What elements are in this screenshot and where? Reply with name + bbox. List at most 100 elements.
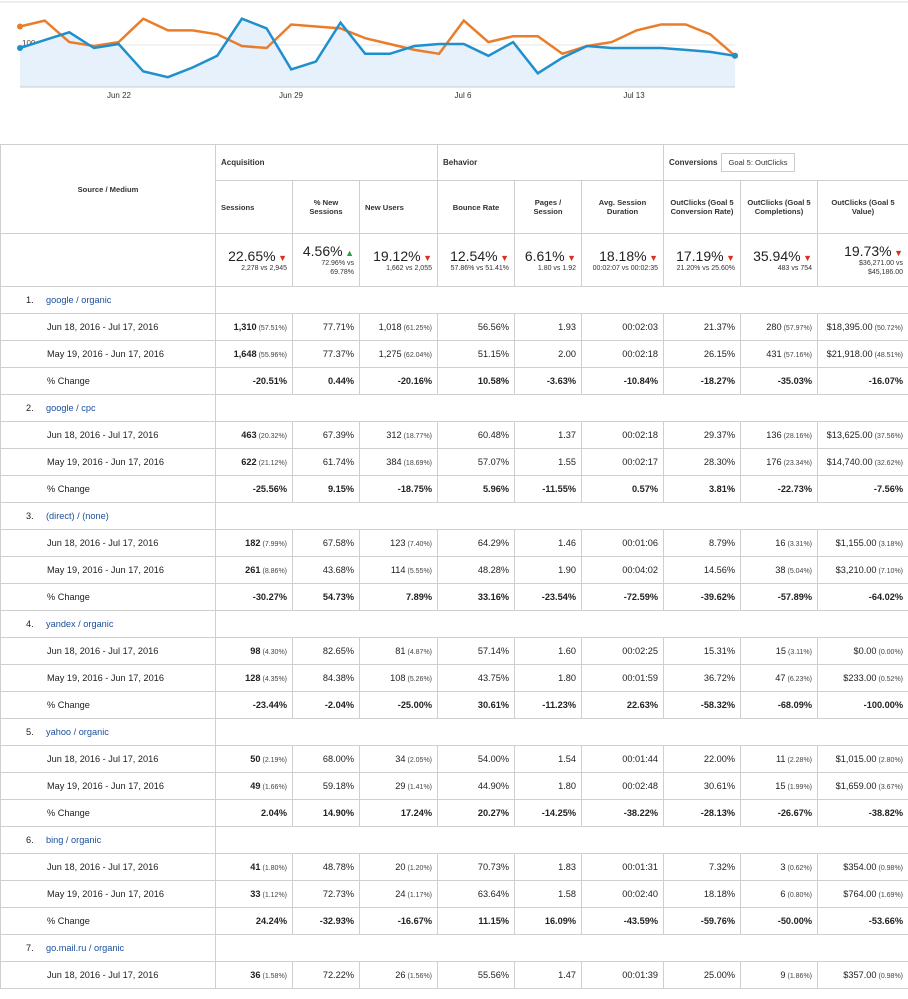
- metric-share: (0.80%): [787, 892, 812, 899]
- metric-value: 7.89%: [405, 592, 432, 602]
- sessions-col-header[interactable]: Sessions: [215, 180, 293, 234]
- total-change-line: 19.12% ▼: [365, 248, 432, 264]
- metric-share: (0.98%): [878, 973, 904, 980]
- metric-share: (28.16%): [783, 433, 812, 440]
- metric-cell: 77.71%: [292, 313, 360, 341]
- metric-cell: 36 (1.58%): [215, 961, 293, 989]
- metric-share: (3.67%): [878, 784, 904, 791]
- metric-share: (5.26%): [407, 676, 432, 683]
- metric-cell: 1.54: [514, 745, 582, 773]
- source-link[interactable]: yahoo / organic: [46, 727, 109, 737]
- source-row-filler: [214, 934, 908, 962]
- metric-value: 1,310: [233, 322, 257, 332]
- source-link[interactable]: google / cpc: [46, 403, 96, 413]
- total-comparison: 1,662 vs 2,055: [386, 264, 432, 272]
- metric-value: 29.37%: [703, 430, 735, 440]
- source-medium-header[interactable]: Source / Medium: [0, 144, 216, 234]
- metric-cell: 24.24%: [215, 907, 293, 935]
- metric-value: -22.73%: [777, 484, 812, 494]
- metric-value: 26: [395, 970, 406, 980]
- source-link[interactable]: (direct) / (none): [46, 511, 109, 521]
- metric-cell: 30.61%: [663, 772, 741, 800]
- metric-share: (32.62%): [874, 460, 904, 467]
- metric-value: 21.37%: [703, 322, 735, 332]
- conversion-rate-col-header[interactable]: OutClicks (Goal 5 Conversion Rate): [663, 180, 741, 234]
- metric-share: (2.05%): [407, 757, 432, 764]
- metric-value: 20: [395, 862, 406, 872]
- total-comparison: $36,271.00 vs $45,186.00: [859, 260, 904, 276]
- source-rank: 4.: [26, 619, 34, 629]
- previous-point[interactable]: [17, 23, 23, 30]
- metric-value: 15: [775, 781, 786, 791]
- metric-cell: $354.00 (0.98%): [816, 853, 908, 881]
- date-range-label: Jun 18, 2016 - Jul 17, 2016: [0, 745, 216, 773]
- metric-value: -20.51%: [252, 376, 287, 386]
- metric-share: (7.40%): [407, 541, 432, 548]
- metric-cell: 54.73%: [292, 583, 360, 611]
- metric-cell: 29 (1.41%): [359, 772, 438, 800]
- y-axis-label: 100: [22, 39, 36, 48]
- completions-col-header[interactable]: OutClicks (Goal 5 Completions): [740, 180, 818, 234]
- metric-cell: 61.74%: [292, 448, 360, 476]
- source-link[interactable]: yandex / organic: [46, 619, 114, 629]
- avg-duration-col-header[interactable]: Avg. Session Duration: [581, 180, 664, 234]
- total-comparison: 1.80 vs 1.92: [537, 264, 576, 272]
- source-link[interactable]: bing / organic: [46, 835, 102, 845]
- metric-cell: 622 (21.12%): [215, 448, 293, 476]
- metric-cell: -2.04%: [292, 691, 360, 719]
- new-users-col-header[interactable]: New Users: [359, 180, 438, 234]
- metric-cell: 1.55: [514, 448, 582, 476]
- metric-value: -25.56%: [252, 484, 287, 494]
- metric-cell: 00:01:39: [581, 961, 664, 989]
- new-sessions-col-header[interactable]: % New Sessions: [292, 180, 360, 234]
- metric-cell: 463 (20.32%): [215, 421, 293, 449]
- metric-value: 123: [390, 538, 406, 548]
- metric-value: 82.65%: [322, 646, 354, 656]
- metric-cell: 9.15%: [292, 475, 360, 503]
- metric-cell: 1.46: [514, 529, 582, 557]
- metric-cell: 3.81%: [663, 475, 741, 503]
- pages-session-col-header[interactable]: Pages / Session: [514, 180, 582, 234]
- value-col-header[interactable]: OutClicks (Goal 5 Value): [816, 180, 908, 234]
- current-point[interactable]: [732, 52, 738, 59]
- source-link[interactable]: go.mail.ru / organic: [46, 943, 125, 953]
- total-cell: 4.56% ▲ 72.96% vs 69.78%: [292, 233, 360, 287]
- arrow-down-icon: ▼: [723, 252, 735, 263]
- metric-value: -3.63%: [546, 376, 576, 386]
- metric-cell: 25.00%: [663, 961, 741, 989]
- metric-value: -23.44%: [252, 700, 287, 710]
- total-cell: 6.61% ▼ 1.80 vs 1.92: [514, 233, 582, 287]
- metric-cell: 5.96%: [437, 475, 515, 503]
- metric-value: 11.15%: [478, 916, 509, 926]
- metric-cell: -18.27%: [663, 367, 741, 395]
- metric-value: 9: [780, 970, 786, 980]
- metric-share: (4.87%): [407, 649, 432, 656]
- source-cell: 5. yahoo / organic: [0, 718, 216, 746]
- metric-value: 00:02:18: [622, 349, 658, 359]
- goal-selector[interactable]: Goal 5: OutClicks: [721, 153, 795, 172]
- metric-cell: 38 (5.04%): [740, 556, 818, 584]
- date-range-label: May 19, 2016 - Jun 17, 2016: [0, 556, 216, 584]
- metric-value: $354.00: [843, 862, 877, 872]
- metric-cell: 26.15%: [663, 340, 741, 368]
- metric-cell: 20.27%: [437, 799, 515, 827]
- source-row-filler: [214, 826, 908, 854]
- metric-value: $21,918.00: [826, 349, 873, 359]
- metric-value: -32.93%: [319, 916, 354, 926]
- metric-value: 24.24%: [255, 916, 287, 926]
- metric-cell: 51.15%: [437, 340, 515, 368]
- bounce-rate-col-header[interactable]: Bounce Rate: [437, 180, 515, 234]
- current-point[interactable]: [17, 44, 23, 51]
- current-area-fill: [20, 18, 735, 88]
- metric-value: 00:01:44: [622, 754, 658, 764]
- metric-value: -28.13%: [700, 808, 735, 818]
- source-row: 5. yahoo / organic: [0, 718, 908, 746]
- metric-cell: $14,740.00 (32.62%): [816, 448, 908, 476]
- metric-value: -43.59%: [623, 916, 658, 926]
- table-body: 1. google / organic Jun 18, 2016 - Jul 17,…: [0, 286, 908, 989]
- source-link[interactable]: google / organic: [46, 295, 112, 305]
- metric-value: -38.82%: [868, 808, 904, 818]
- metric-cell: 17.24%: [359, 799, 438, 827]
- metric-share: (57.97%): [783, 325, 812, 332]
- acquisition-group-header: Acquisition: [215, 144, 438, 181]
